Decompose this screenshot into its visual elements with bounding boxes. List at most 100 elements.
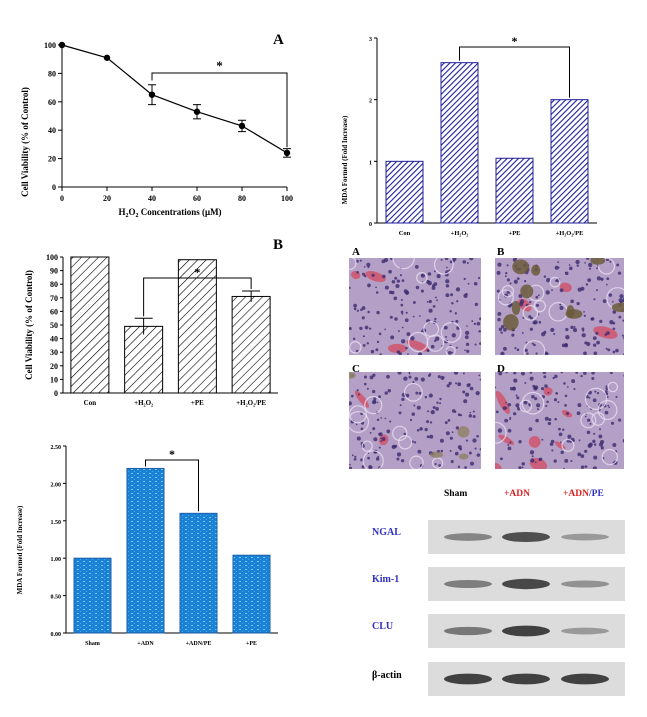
histology-nucleus bbox=[356, 259, 359, 263]
histology-nucleus bbox=[471, 320, 474, 322]
chart-a-ytick-label: 20 bbox=[48, 155, 56, 164]
histology-nucleus bbox=[396, 350, 401, 354]
histology-nucleus bbox=[604, 410, 609, 415]
chart-a-point bbox=[103, 54, 111, 61]
histology-nucleus bbox=[380, 417, 383, 419]
histology-nucleus bbox=[399, 404, 402, 407]
histology-nucleus bbox=[621, 300, 624, 303]
histology-nucleus bbox=[434, 339, 437, 342]
histology-nucleus bbox=[398, 411, 402, 415]
histology-vessel bbox=[406, 339, 430, 352]
histology-nucleus bbox=[543, 275, 547, 278]
histology-nucleus bbox=[551, 449, 554, 452]
histology-nucleus bbox=[353, 457, 357, 461]
histology-nucleus bbox=[388, 290, 393, 295]
histology-nucleus bbox=[521, 372, 525, 376]
histology-nucleus bbox=[428, 299, 432, 304]
histology-nucleus bbox=[446, 266, 448, 269]
histology-nucleus bbox=[596, 276, 601, 281]
histology-nucleus bbox=[454, 312, 458, 315]
histology-nucleus bbox=[576, 301, 580, 306]
histology-nucleus bbox=[361, 465, 365, 469]
histology-nucleus bbox=[587, 418, 591, 422]
chart-a-xtick-label: 0 bbox=[60, 194, 64, 203]
histology-nucleus bbox=[366, 387, 369, 390]
chart-b-ytick-label: 70 bbox=[50, 294, 58, 303]
histology-nucleus bbox=[405, 311, 408, 314]
histology-nucleus bbox=[622, 319, 624, 322]
histology-nucleus bbox=[609, 372, 613, 375]
histology-nucleus bbox=[462, 390, 466, 394]
histology-nucleus bbox=[618, 418, 622, 422]
chart-a-xtick-label: 60 bbox=[193, 194, 201, 203]
histology-nucleus bbox=[447, 351, 452, 355]
histology-nucleus bbox=[524, 348, 528, 353]
histology-nucleus bbox=[384, 417, 387, 420]
histology-nucleus bbox=[593, 455, 598, 460]
histology-nucleus bbox=[575, 372, 579, 374]
chart-bl-category-label: Sham bbox=[85, 641, 100, 647]
histology-nucleus bbox=[584, 465, 588, 468]
histology-nucleus bbox=[416, 405, 421, 410]
histology-crystal bbox=[512, 259, 530, 275]
histology-nucleus bbox=[394, 276, 398, 280]
histology-nucleus bbox=[429, 434, 434, 439]
histology-nucleus bbox=[399, 274, 402, 277]
histology-nucleus bbox=[360, 427, 364, 431]
histology-nucleus bbox=[390, 335, 395, 340]
histology-nucleus bbox=[412, 315, 415, 318]
histology-nucleus bbox=[599, 319, 603, 324]
histology-nucleus bbox=[605, 390, 608, 393]
histology-nucleus bbox=[557, 401, 560, 404]
histology-nucleus bbox=[455, 382, 458, 385]
histology-tubule bbox=[349, 258, 357, 270]
chart-bl-category-label: +PE bbox=[246, 641, 257, 647]
histology-vessel bbox=[528, 436, 541, 448]
histology-nucleus bbox=[420, 330, 423, 333]
histology-nucleus bbox=[526, 352, 529, 355]
histology-nucleus bbox=[621, 334, 624, 337]
chart-a-xtick-label: 80 bbox=[238, 194, 246, 203]
chart-tr-ytick-label: 3 bbox=[369, 37, 372, 43]
histology-crystal bbox=[611, 302, 624, 312]
histology-nucleus bbox=[516, 348, 520, 351]
histology-nucleus bbox=[534, 397, 538, 401]
wb-band bbox=[561, 533, 609, 541]
histology-nucleus bbox=[518, 440, 522, 444]
histology-nucleus bbox=[363, 274, 367, 278]
histology-tubule bbox=[349, 341, 362, 354]
histology-nucleus bbox=[583, 372, 587, 375]
histology-nucleus bbox=[457, 382, 462, 387]
histology-nucleus bbox=[397, 330, 400, 333]
histology-nucleus bbox=[462, 372, 465, 375]
histology-nucleus bbox=[394, 317, 398, 321]
histology-nucleus bbox=[545, 290, 550, 295]
histology-nucleus bbox=[509, 387, 514, 391]
histology-nucleus bbox=[584, 449, 588, 453]
histology-nucleus bbox=[479, 378, 481, 381]
histology-nucleus bbox=[592, 466, 598, 469]
histology-crystal bbox=[520, 284, 534, 299]
histology-nucleus bbox=[605, 385, 608, 388]
histology-nucleus bbox=[456, 300, 459, 303]
histology-nucleus bbox=[436, 401, 439, 404]
histology-nucleus bbox=[515, 403, 520, 408]
histology-nucleus bbox=[432, 406, 436, 409]
histology-nucleus bbox=[378, 395, 382, 399]
histology-nucleus bbox=[553, 332, 556, 335]
histology-nucleus bbox=[356, 389, 359, 392]
histology-nucleus bbox=[455, 426, 460, 430]
histology-nucleus bbox=[448, 269, 451, 272]
histology-nucleus bbox=[382, 274, 386, 279]
histology-nucleus bbox=[400, 339, 406, 344]
panel-letter-b: B bbox=[273, 237, 283, 253]
histology-nucleus bbox=[353, 303, 357, 308]
histology-nucleus bbox=[617, 271, 622, 275]
histology-background bbox=[495, 372, 624, 469]
histology-nucleus bbox=[536, 403, 541, 408]
histology-nucleus bbox=[505, 272, 508, 275]
histology-nucleus bbox=[419, 315, 421, 317]
histology-nucleus bbox=[555, 279, 558, 282]
histology-nucleus bbox=[592, 343, 597, 347]
histology-nucleus bbox=[594, 390, 597, 393]
